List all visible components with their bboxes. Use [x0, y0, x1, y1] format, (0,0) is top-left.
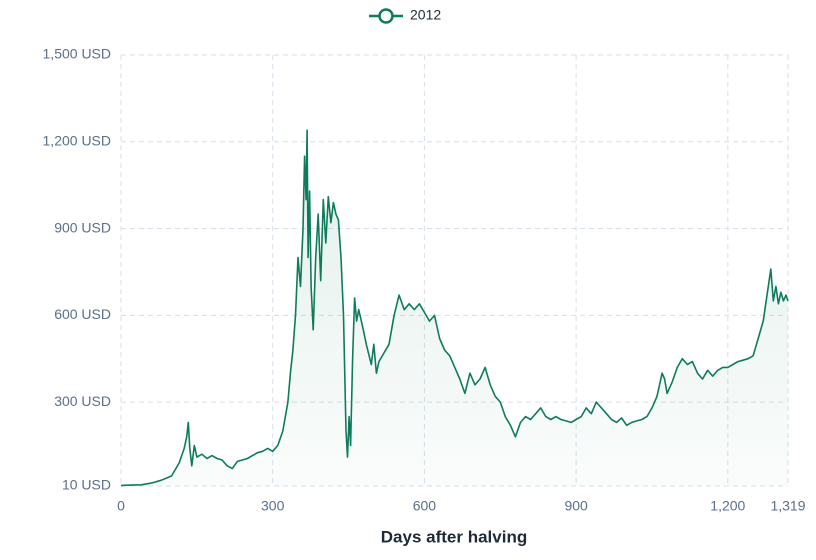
legend-marker: [378, 8, 394, 24]
line: [120, 129, 789, 487]
y-tick-label: 900 USD: [54, 219, 111, 235]
y-tick-label: 10 USD: [62, 477, 111, 493]
y-tick-label: 300 USD: [54, 393, 111, 409]
legend-label: 2012: [410, 7, 441, 23]
y-tick-label: 1,500 USD: [43, 46, 111, 62]
x-tick-label: 0: [117, 498, 125, 514]
x-tick-label: 1,319: [770, 498, 805, 514]
area: [121, 130, 788, 486]
y-tick-label: 600 USD: [54, 306, 111, 322]
x-axis-title: Days after halving: [381, 527, 527, 546]
x-tick-label: 300: [261, 498, 285, 514]
legend[interactable]: 2012: [369, 7, 441, 24]
y-tick-label: 1,200 USD: [43, 132, 111, 148]
x-tick-label: 900: [564, 498, 588, 514]
x-tick-label: 600: [413, 498, 437, 514]
x-tick-label: 1,200: [710, 498, 745, 514]
